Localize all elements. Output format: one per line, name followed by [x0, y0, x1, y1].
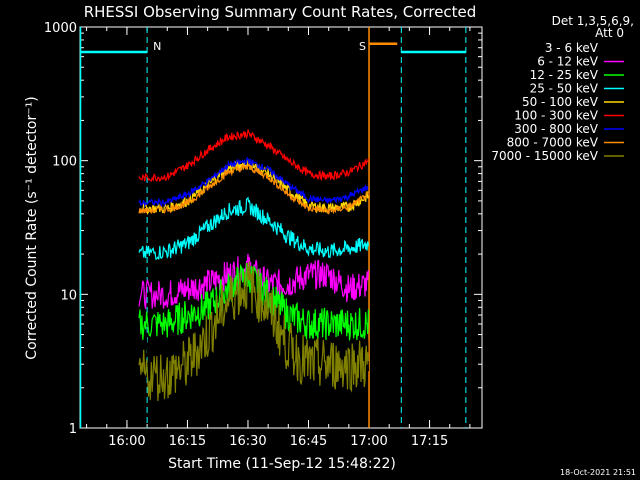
series-line	[138, 129, 369, 183]
y-tick-label: 10	[60, 288, 77, 303]
y-tick-label: 1000	[44, 21, 77, 36]
marker-label: N	[153, 40, 161, 53]
legend-label: 3 - 6 keV	[545, 41, 599, 55]
x-tick-label: 16:30	[229, 434, 266, 449]
y-axis: 1 10 100 1000	[44, 21, 482, 437]
x-tick-label: 16:45	[290, 434, 327, 449]
marker-label: S	[359, 40, 366, 53]
legend-label: 800 - 7000 keV	[507, 136, 599, 150]
legend-title-line-2: Att 0	[595, 26, 624, 40]
chart-title: RHESSI Observing Summary Count Rates, Co…	[84, 3, 477, 21]
legend-title-line-1: Det 1,3,5,6,9,	[552, 14, 634, 28]
series-line	[138, 196, 369, 261]
legend-label: 6 - 12 keV	[537, 55, 599, 69]
x-axis: 16:00 16:15 16:30 16:45 17:00 17:15	[86, 27, 471, 449]
series-group	[138, 129, 369, 402]
legend-label: 7000 - 15000 keV	[491, 149, 598, 163]
x-axis-label: Start Time (11-Sep-12 15:48:22)	[168, 456, 396, 472]
y-tick-label: 1	[69, 422, 77, 437]
x-tick-label: 16:00	[108, 434, 145, 449]
series-line	[138, 163, 369, 215]
legend-label: 25 - 50 keV	[530, 82, 599, 96]
legend-label: 100 - 300 keV	[514, 109, 598, 123]
y-axis-label: Corrected Count Rate (s⁻¹ detector⁻¹)	[24, 96, 40, 359]
x-tick-label: 16:15	[169, 434, 206, 449]
x-tick-label: 17:00	[350, 434, 387, 449]
y-tick-label: 100	[52, 155, 77, 170]
x-tick-label: 17:15	[411, 434, 448, 449]
legend-label: 12 - 25 keV	[530, 68, 599, 82]
footer-timestamp: 18-Oct-2021 21:51	[560, 468, 636, 477]
series-line	[138, 261, 369, 402]
legend-label: 300 - 800 keV	[514, 122, 598, 136]
legend-label: 50 - 100 keV	[522, 95, 599, 109]
series-line	[138, 156, 369, 208]
